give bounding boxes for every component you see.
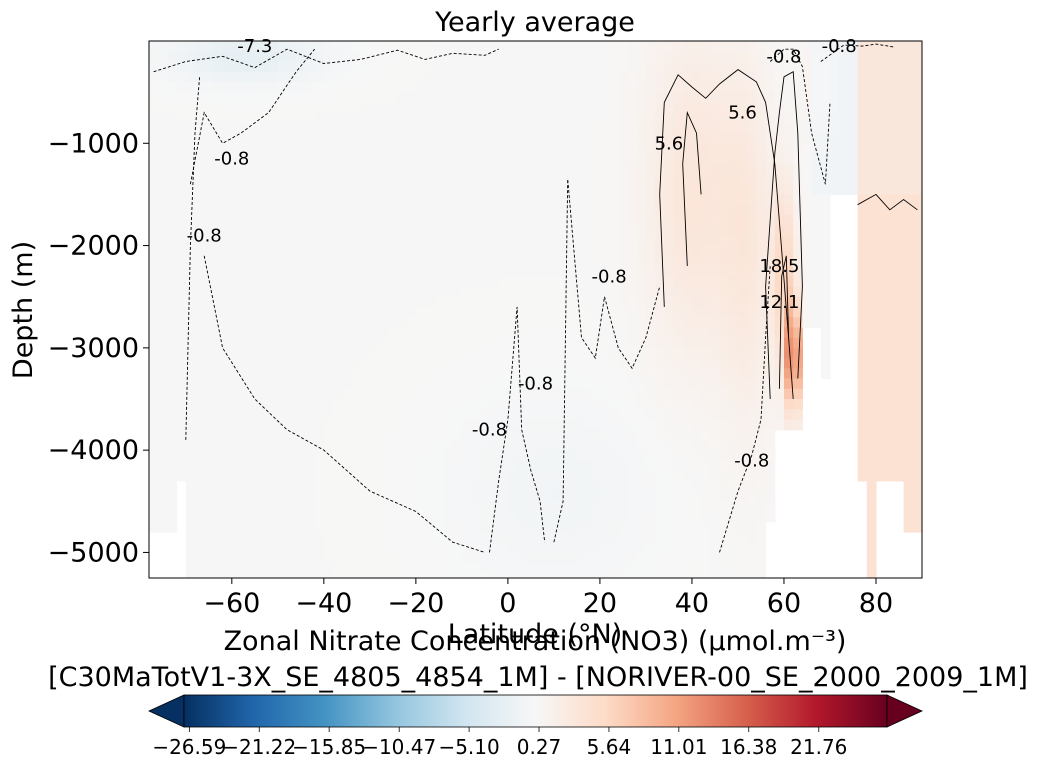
y-tick-label: −1000: [48, 128, 139, 159]
contour-positive: [857, 193, 918, 211]
chart-title: Yearly average: [434, 7, 635, 38]
y-axis: −1000 −2000 −3000 −4000 −5000: [48, 128, 149, 568]
contour-lines: [153, 43, 918, 553]
contour-label: -0.8: [766, 46, 801, 67]
contour-label: -0.8: [822, 36, 857, 57]
contour-label: -0.8: [592, 266, 627, 287]
y-axis-label: Depth (m): [8, 241, 39, 379]
colorbar-tick-label: −15.85: [292, 735, 366, 759]
contour-negative: [820, 43, 895, 62]
contour-label: -7.3: [237, 36, 272, 57]
colorbar: [183, 694, 888, 728]
colorbar-tick-label: −21.22: [222, 735, 296, 759]
colorbar-extend-high: [886, 694, 923, 728]
contour-label: 5.6: [728, 103, 757, 124]
colorbar-tick-label: 5.64: [587, 735, 632, 759]
contour-negative: [203, 255, 486, 553]
contour-label: -0.8: [214, 149, 249, 170]
contour-label: -0.8: [734, 450, 769, 471]
contour-negative: [769, 48, 831, 185]
contour-label: 5.6: [655, 133, 684, 154]
colorbar-tick-label: −5.10: [438, 735, 499, 759]
contour-positive: [778, 255, 790, 389]
x-axis-label: Latitude (°N): [448, 619, 622, 650]
y-tick-label: −3000: [48, 333, 139, 364]
contour-negative: [489, 306, 546, 553]
x-tick-label: −40: [295, 588, 352, 619]
y-tick-label: −4000: [48, 435, 139, 466]
colorbar-tick-label: −10.47: [362, 735, 436, 759]
contour-label: -0.8: [472, 420, 507, 441]
y-tick-label: −5000: [48, 537, 139, 568]
x-tick-label: −20: [387, 588, 444, 619]
colorbar-tick-label: 16.38: [720, 735, 777, 759]
contour-negative: [185, 76, 201, 440]
x-tick-label: −60: [203, 588, 260, 619]
colorbar-tick-label: 11.01: [650, 735, 707, 759]
contour-negative: [719, 265, 771, 553]
contour-positive: [682, 110, 702, 267]
contour-positive: [765, 70, 803, 400]
contour-label: -0.8: [518, 374, 553, 395]
colorbar-extend-low: [148, 694, 185, 728]
x-tick-label: 40: [675, 588, 709, 619]
y-tick-label: −2000: [48, 231, 139, 262]
plot-frame: [148, 40, 923, 579]
contour-negative: [189, 48, 315, 185]
x-tick-label: 60: [767, 588, 801, 619]
x-tick-label: 80: [859, 588, 893, 619]
contour-negative: [153, 48, 499, 73]
x-tick-label: 0: [499, 588, 516, 619]
colorbar-tick-label: 0.27: [517, 735, 562, 759]
contour-label: 12.1: [759, 292, 799, 313]
colorbar-tick-label: −26.59: [152, 735, 226, 759]
contour-positive: [659, 69, 794, 400]
x-tick-label: 20: [583, 588, 617, 619]
colorbar-ticks: −26.59−21.22−15.85−10.47 −5.10 0.27 5.64 11.…: [152, 727, 847, 759]
colorbar-tick-label: 21.76: [790, 735, 847, 759]
contour-label: -0.8: [187, 225, 222, 246]
colorbar-title-line2: [C30MaTotV1-3X_SE_4805_4854_1M] - [NORIV…: [48, 662, 1028, 693]
heatmap-area: [149, 41, 922, 578]
contour-label: 18.5: [759, 256, 799, 277]
colorbar-title-line1: Zonal Nitrate Concentration (NO3) (µmol.…: [224, 626, 847, 657]
x-axis: −60 −40 −20 0 20 40 60 80: [203, 578, 893, 619]
